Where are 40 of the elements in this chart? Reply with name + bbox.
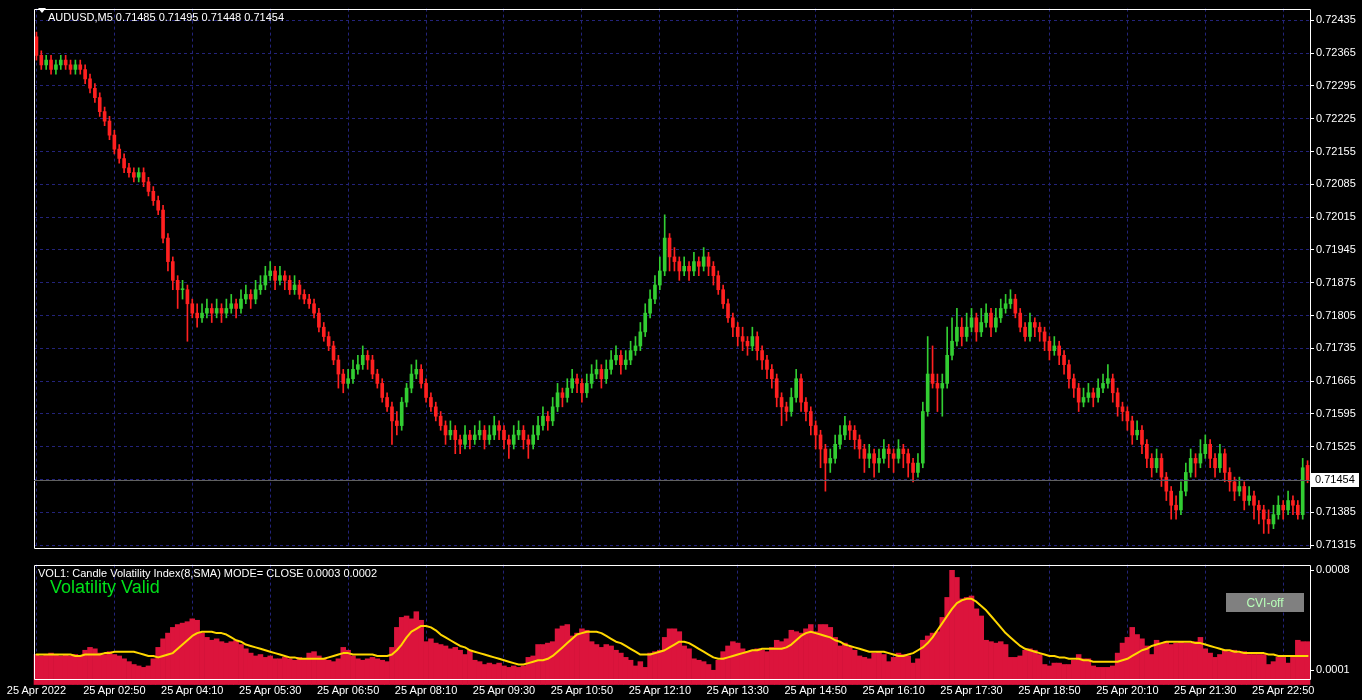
- x-tick-label: 25 Apr 04:10: [161, 684, 224, 697]
- x-tick-label: 25 Apr 13:30: [706, 684, 769, 697]
- y-tick-label: 0.71595: [1316, 406, 1356, 419]
- x-tick-label: 25 Apr 21:30: [1174, 684, 1237, 697]
- x-tick-label: 25 Apr 14:50: [784, 684, 847, 697]
- y-tick-label: 0.71735: [1316, 341, 1356, 354]
- x-tick-label: 25 Apr 09:30: [472, 684, 536, 697]
- y-tick-label: 0.72365: [1316, 46, 1356, 59]
- button: CVI-off: [1226, 593, 1304, 612]
- y-tick-label: 0.72155: [1316, 144, 1356, 157]
- x-tick-label: 25 Apr 02:50: [83, 684, 146, 697]
- x-tick-label: 25 Apr 2022: [6, 684, 67, 697]
- y-tick-label: 0.71805: [1316, 308, 1356, 321]
- x-tick-label: 25 Apr 17:30: [940, 684, 1003, 697]
- y-tick-label: 0.71875: [1316, 275, 1356, 288]
- x-tick-label: 25 Apr 10:50: [550, 684, 614, 697]
- y-tick-label: 0.0008: [1316, 563, 1350, 576]
- x-tick-label: 25 Apr 20:10: [1096, 684, 1159, 697]
- x-tick-label: 25 Apr 22:50: [1252, 684, 1315, 697]
- y-tick-label: 0.72085: [1316, 177, 1356, 190]
- chart-title: AUDUSD,M5 0.71485 0.71495 0.71448 0.71454: [48, 10, 285, 23]
- y-tick-label: 0.71525: [1316, 439, 1356, 452]
- y-tick-label: 0.72225: [1316, 111, 1356, 124]
- y-tick-label: 0.72435: [1316, 13, 1356, 26]
- y-tick-label: 0.71385: [1316, 505, 1356, 518]
- x-tick-label: 25 Apr 18:50: [1018, 684, 1081, 697]
- x-tick-label: 25 Apr 12:10: [628, 684, 692, 697]
- y-tick-label: 0.71665: [1316, 374, 1356, 387]
- annotation: Volatility Valid: [50, 577, 160, 598]
- y-tick-label: 0.72015: [1316, 210, 1356, 223]
- x-tick-label: 25 Apr 05:30: [239, 684, 302, 697]
- ref-line-label: 0.71454: [1315, 472, 1355, 485]
- x-tick-label: 25 Apr 16:10: [862, 684, 925, 697]
- y-tick-label: 0.0001: [1316, 663, 1350, 676]
- chart-title: VOL1: Candle Volatility Index(8,SMA) MODE= CLOSE 0.0003 0.0002: [38, 566, 378, 579]
- y-tick-label: 0.71945: [1316, 242, 1356, 255]
- y-tick-label: 0.71315: [1316, 538, 1356, 551]
- x-tick-label: 25 Apr 08:10: [394, 684, 458, 697]
- x-tick-label: 25 Apr 06:50: [316, 684, 380, 697]
- y-tick-label: 0.72295: [1316, 78, 1356, 91]
